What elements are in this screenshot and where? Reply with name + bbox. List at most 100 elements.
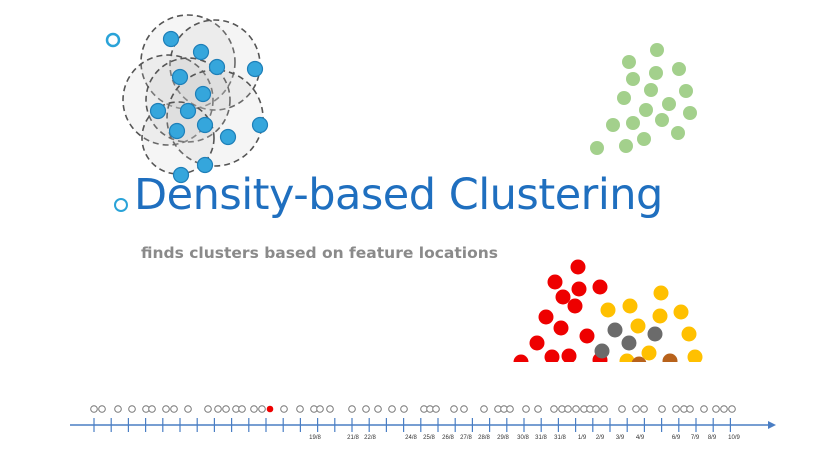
timeline-event-marker [258, 405, 266, 413]
dbscan-neighbourhoods [122, 14, 264, 175]
green-point [649, 66, 663, 80]
yellow-point [673, 304, 689, 320]
timeline-date-label: 21/8 [347, 435, 359, 441]
timeline-date-label: 24/8 [405, 435, 417, 441]
timeline-event-marker [550, 405, 558, 413]
multi-cluster-points [513, 259, 703, 362]
yellow-point [687, 349, 703, 362]
green-point [590, 141, 604, 155]
timeline-date-label: 19/8 [309, 435, 321, 441]
red-point [571, 281, 587, 297]
timeline-event-marker [700, 405, 708, 413]
blue-point [219, 128, 237, 146]
blue-point [251, 116, 269, 134]
timeline-event-marker [280, 405, 288, 413]
timeline-event-marker [388, 405, 396, 413]
red-point [567, 298, 583, 314]
green-point [655, 113, 669, 127]
green-point [662, 97, 676, 111]
green-point [617, 91, 631, 105]
timeline-event-marker [592, 405, 600, 413]
green-point [679, 84, 693, 98]
timeline-event-marker [362, 405, 370, 413]
red-point [544, 349, 560, 362]
blue-point [168, 122, 186, 140]
green-point [639, 103, 653, 117]
yellow-point [653, 285, 669, 301]
timeline-ticks [93, 418, 732, 432]
red-point [547, 274, 563, 290]
timeline-event-marker-highlight [266, 405, 274, 413]
red-point [538, 309, 554, 325]
timeline-event-marker [250, 405, 258, 413]
blue-point [179, 102, 197, 120]
timeline-date-label: 1/9 [578, 435, 587, 441]
timeline-event-marker [204, 405, 212, 413]
timeline-date-label: 31/8 [554, 435, 566, 441]
timeline-event-marker [170, 405, 178, 413]
timeline-event-marker [162, 405, 170, 413]
timeline-event-marker [632, 405, 640, 413]
brown-point [662, 353, 678, 362]
timeline-event-marker [534, 405, 542, 413]
red-point [579, 328, 595, 344]
timeline-date-label: 2/9 [596, 435, 605, 441]
slide-title: Density-based Clustering [134, 170, 663, 220]
red-point [513, 354, 529, 362]
green-point [619, 139, 633, 153]
timeline-event-marker [238, 405, 246, 413]
timeline-date-label: 10/9 [728, 435, 740, 441]
grey-point [647, 326, 663, 342]
timeline-event-marker [326, 405, 334, 413]
blue-point [171, 68, 189, 86]
blue-point [246, 60, 264, 78]
timeline-date-label: 30/8 [517, 435, 529, 441]
timeline-date-label: 4/9 [636, 435, 645, 441]
neighbourhood-circle [122, 54, 214, 146]
yellow-point [600, 302, 616, 318]
timeline-event-marker [564, 405, 572, 413]
timeline-event-marker [400, 405, 408, 413]
timeline-event-marker [128, 405, 136, 413]
timeline-event-marker [460, 405, 468, 413]
green-point [644, 83, 658, 97]
timeline-event-marker [214, 405, 222, 413]
blue-point [194, 85, 212, 103]
timeline-date-label: 7/9 [691, 435, 700, 441]
green-cluster-points [590, 43, 697, 155]
blue-point [208, 58, 226, 76]
timeline-event-marker [374, 405, 382, 413]
green-point [671, 126, 685, 140]
red-point [529, 335, 545, 351]
blue-point [162, 30, 180, 48]
timeline-date-label: 3/9 [616, 435, 625, 441]
slide-subtitle: finds clusters based on feature location… [141, 244, 499, 262]
timeline-event-marker [98, 405, 106, 413]
yellow-point [622, 298, 638, 314]
blue-point [196, 116, 214, 134]
blue-cluster-points [149, 30, 269, 184]
red-point [561, 348, 577, 362]
timeline-event-marker [184, 405, 192, 413]
timeline-event-marker [432, 405, 440, 413]
timeline-date-label: 31/8 [535, 435, 547, 441]
blue-point [172, 166, 190, 184]
blue-point [196, 156, 214, 174]
grey-point [621, 335, 637, 351]
timeline-date-label: 6/9 [672, 435, 681, 441]
timeline-event-marker [720, 405, 728, 413]
blue-point [149, 102, 167, 120]
green-point [606, 118, 620, 132]
timeline-date-label: 29/8 [497, 435, 509, 441]
timeline: 19/8 21/8 22/8 24/8 25/8 26/8 27/8 28/8 29/8 30/8… [70, 405, 776, 441]
timeline-event-marker [222, 405, 230, 413]
timeline-event-marker [506, 405, 514, 413]
noise-point [105, 32, 121, 48]
timeline-event-marker [522, 405, 530, 413]
timeline-date-label: 26/8 [442, 435, 454, 441]
grey-point [594, 343, 610, 359]
blue-point [192, 43, 210, 61]
timeline-date-label: 22/8 [364, 435, 376, 441]
timeline-event-marker [316, 405, 324, 413]
